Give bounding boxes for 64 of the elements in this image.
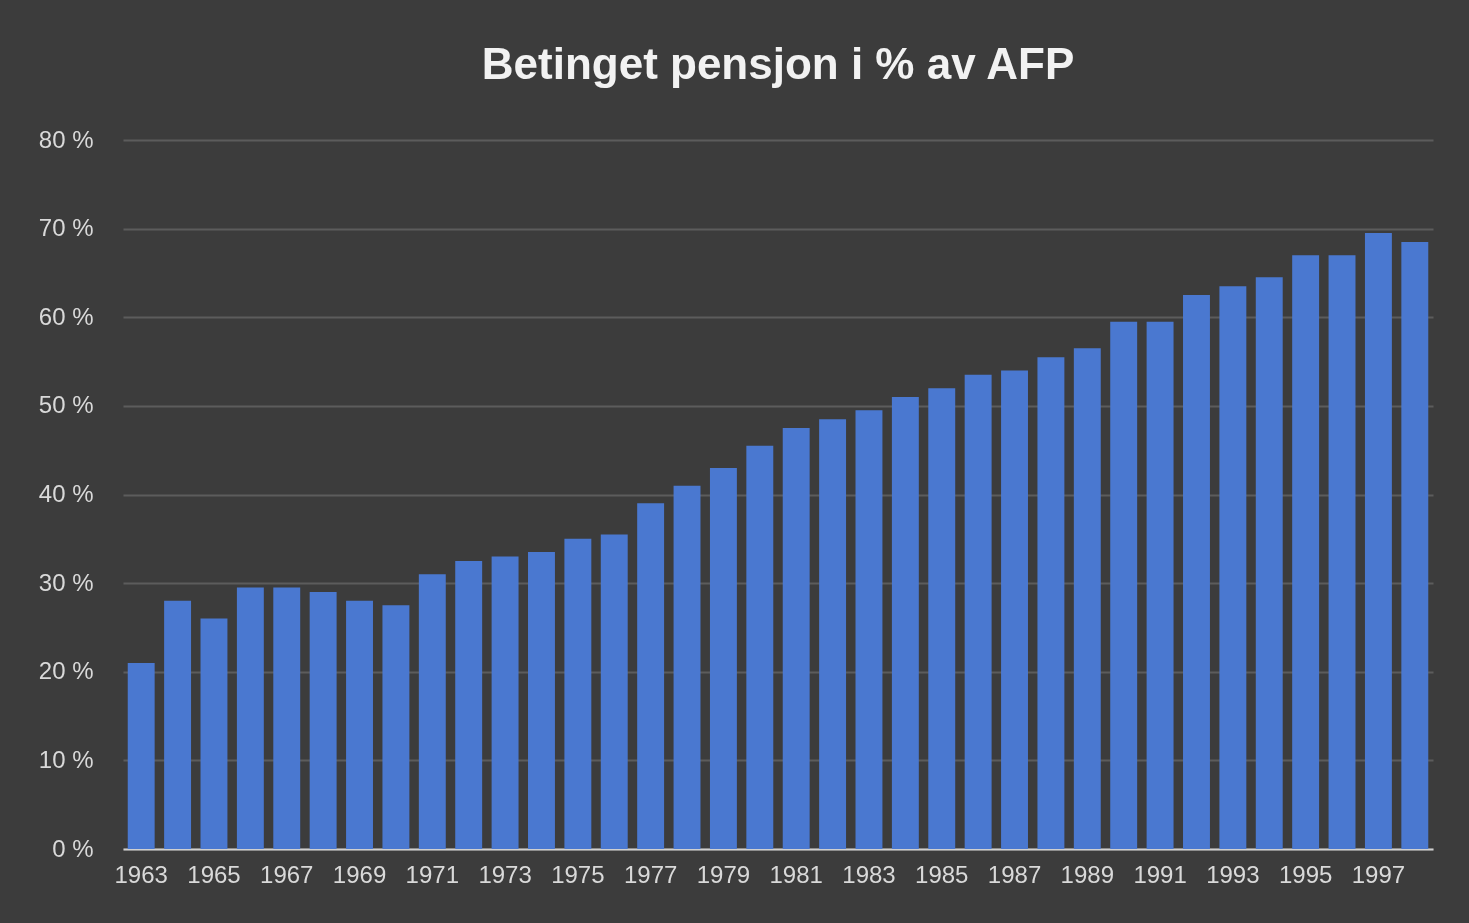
bar — [1219, 286, 1247, 849]
x-tick-label: 1973 — [478, 860, 532, 888]
bar — [1110, 321, 1138, 849]
x-tick-label: 1983 — [842, 860, 896, 888]
bar — [600, 534, 628, 849]
x-tick-label: 1963 — [114, 860, 168, 888]
y-tick-label: 30 % — [38, 568, 94, 596]
y-tick-label: 80 % — [38, 125, 94, 153]
bar — [1255, 277, 1283, 849]
y-tick-label: 50 % — [38, 391, 94, 419]
bar — [855, 410, 883, 849]
bar — [1364, 233, 1392, 849]
bar — [491, 556, 519, 849]
bar — [964, 374, 992, 849]
x-tick-label: 1987 — [987, 860, 1042, 888]
x-tick-label: 1995 — [1278, 860, 1333, 888]
bar — [746, 445, 774, 849]
bar — [455, 560, 483, 849]
bar — [528, 552, 555, 849]
bar — [1001, 370, 1028, 849]
bar — [164, 600, 192, 849]
x-tick-label: 1989 — [1060, 860, 1114, 888]
x-tick-label: 1979 — [696, 860, 751, 888]
x-tick-label: 1993 — [1206, 860, 1260, 888]
y-tick-label: 70 % — [38, 214, 94, 242]
y-tick-label: 0 % — [52, 834, 94, 862]
x-tick-label: 1971 — [405, 860, 459, 888]
x-tick-label: 1991 — [1133, 860, 1187, 888]
bar — [382, 605, 410, 849]
bar — [236, 587, 264, 849]
bar — [819, 419, 847, 849]
bar — [273, 587, 301, 849]
bar — [928, 388, 956, 849]
bar — [637, 503, 665, 849]
bar — [418, 574, 446, 849]
x-tick-label: 1975 — [551, 860, 605, 888]
bar — [1183, 295, 1210, 849]
y-tick-label: 40 % — [38, 480, 94, 507]
bar — [127, 662, 155, 849]
bar — [709, 467, 737, 849]
bar — [346, 600, 373, 849]
x-tick-label: 1967 — [260, 860, 314, 888]
bar — [782, 428, 810, 849]
y-tick-label: 10 % — [38, 745, 94, 773]
x-tick-label: 1969 — [332, 860, 387, 888]
bar — [673, 485, 701, 849]
bar — [891, 397, 919, 849]
bar — [309, 591, 337, 849]
bar — [1328, 255, 1356, 849]
bar — [1292, 255, 1320, 849]
y-tick-label: 20 % — [38, 657, 94, 685]
x-tick-label: 1985 — [915, 860, 969, 888]
y-tick-label: 60 % — [38, 302, 94, 330]
bar — [1037, 357, 1065, 849]
bar — [1073, 348, 1101, 849]
bar — [1146, 321, 1174, 849]
x-tick-label: 1981 — [769, 860, 823, 888]
x-tick-label: 1997 — [1351, 860, 1406, 888]
bar — [1401, 241, 1429, 849]
x-tick-label: 1965 — [187, 860, 241, 888]
bar — [564, 538, 592, 849]
bar — [200, 618, 228, 849]
chart-title: Betinget pensjon i % av AFP — [481, 39, 1075, 88]
x-tick-label: 1977 — [623, 860, 678, 888]
